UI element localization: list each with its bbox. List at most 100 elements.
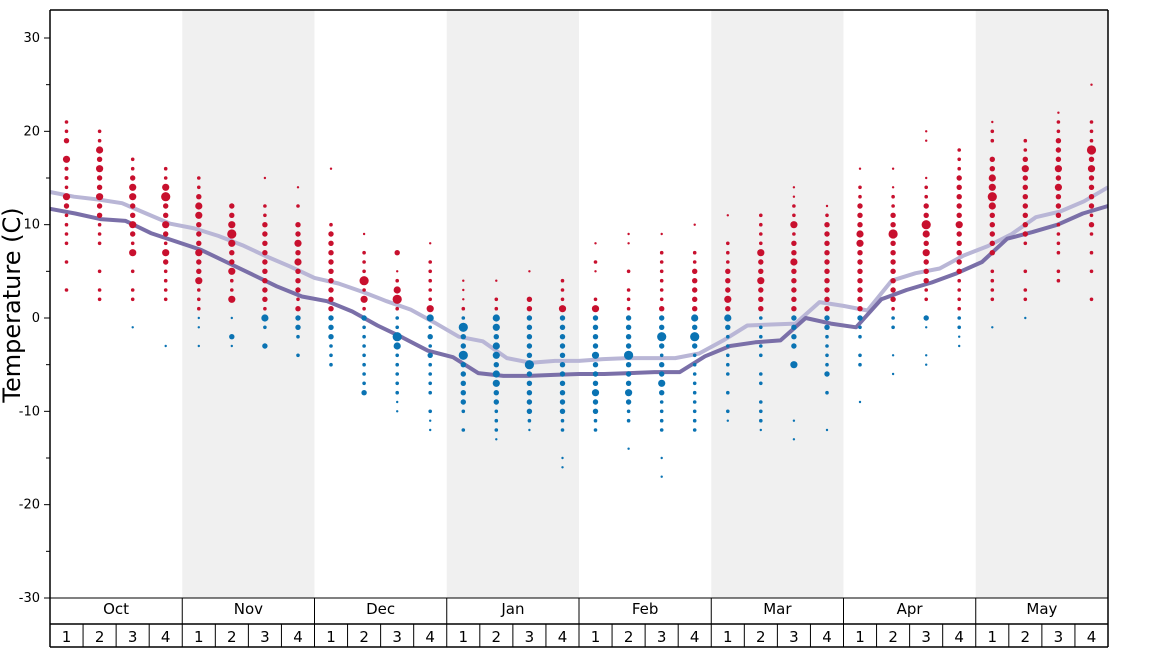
temperature-point	[923, 203, 929, 209]
temperature-point	[96, 193, 104, 201]
week-label: 1	[855, 628, 865, 646]
temperature-point	[462, 288, 465, 292]
temperature-point	[1022, 194, 1028, 200]
temperature-point	[96, 175, 103, 181]
month-shading	[182, 10, 1108, 598]
temperature-point	[958, 335, 961, 338]
temperature-point	[130, 166, 135, 171]
temperature-point	[690, 332, 700, 342]
temperature-point	[627, 447, 630, 450]
temperature-point	[791, 278, 797, 284]
temperature-point	[227, 229, 237, 239]
temperature-point	[163, 166, 168, 171]
temperature-point	[560, 418, 565, 423]
temperature-point	[64, 166, 69, 171]
temperature-point	[987, 192, 997, 202]
temperature-point	[559, 362, 566, 368]
temperature-point	[758, 259, 764, 265]
temperature-point	[328, 259, 334, 265]
temperature-point	[196, 194, 202, 200]
temperature-point	[362, 250, 366, 255]
temperature-point	[129, 183, 137, 191]
temperature-point	[361, 390, 367, 396]
temperature-point	[262, 278, 268, 284]
temperature-point	[395, 306, 400, 311]
temperature-point	[725, 287, 731, 293]
temperature-point	[988, 202, 996, 210]
temperature-point	[460, 362, 466, 368]
temperature-point	[990, 288, 995, 292]
temperature-point	[990, 129, 995, 134]
temperature-point	[130, 157, 135, 162]
temperature-point	[891, 194, 895, 199]
temperature-point	[62, 193, 71, 201]
temperature-point	[197, 176, 201, 180]
temperature-point	[1088, 175, 1095, 181]
temperature-point	[692, 324, 698, 330]
temperature-point	[64, 260, 69, 264]
temperature-point	[857, 203, 863, 209]
temperature-point	[196, 231, 202, 237]
temperature-point	[392, 332, 402, 342]
temperature-point	[726, 344, 730, 348]
temperature-point	[1089, 269, 1094, 274]
temperature-point	[956, 175, 962, 181]
temperature-point	[528, 428, 531, 432]
temperature-point	[955, 221, 963, 229]
temperature-point	[990, 269, 995, 274]
temperature-point	[1089, 232, 1094, 236]
temperature-point	[990, 138, 995, 143]
temperature-point	[659, 288, 664, 292]
temperature-point	[592, 399, 599, 405]
temperature-point	[362, 334, 366, 339]
week-label: 1	[194, 628, 204, 646]
temperature-point	[97, 129, 102, 134]
temperature-point	[858, 334, 862, 339]
temperature-point	[130, 203, 136, 209]
temperature-point	[1022, 175, 1028, 181]
temperature-point	[64, 232, 69, 236]
temperature-point	[956, 212, 962, 218]
temperature-point	[921, 220, 931, 230]
week-label: 2	[1021, 628, 1031, 646]
temperature-point	[262, 250, 268, 256]
temperature-point	[857, 212, 863, 218]
temperature-point	[561, 466, 564, 469]
temperature-point	[230, 316, 233, 320]
temperature-point	[1056, 269, 1061, 274]
temperature-point	[594, 270, 597, 273]
temperature-point	[460, 371, 466, 377]
month-label-jan: Jan	[500, 600, 524, 618]
temperature-point	[957, 306, 961, 311]
temperature-point	[593, 428, 598, 432]
temperature-point	[1088, 184, 1095, 190]
temperature-point	[659, 353, 664, 358]
temperature-point	[957, 278, 961, 283]
temperature-point	[659, 269, 664, 274]
temperature-point	[825, 428, 829, 432]
temperature-point	[1089, 213, 1094, 218]
temperature-point	[263, 204, 267, 208]
temperature-point	[197, 344, 200, 348]
temperature-point	[1088, 156, 1095, 162]
temperature-point	[262, 343, 268, 349]
temperature-point	[625, 343, 632, 349]
temperature-point	[130, 212, 136, 218]
temperature-point	[825, 390, 829, 395]
temperature-point	[329, 362, 333, 367]
temperature-point	[494, 418, 499, 423]
temperature-point	[230, 344, 233, 348]
month-label-oct: Oct	[103, 600, 129, 618]
temperature-point	[792, 438, 796, 441]
temperature-point	[395, 325, 400, 330]
temperature-point	[659, 260, 664, 264]
week-label: 3	[657, 628, 667, 646]
temperature-point	[759, 325, 763, 330]
temperature-point	[1057, 111, 1060, 114]
temperature-point	[825, 213, 829, 218]
temperature-point	[1055, 194, 1062, 200]
temperature-point	[1023, 241, 1028, 246]
temperature-point	[1054, 165, 1062, 173]
temperature-point	[957, 297, 961, 302]
temperature-point	[791, 334, 797, 340]
